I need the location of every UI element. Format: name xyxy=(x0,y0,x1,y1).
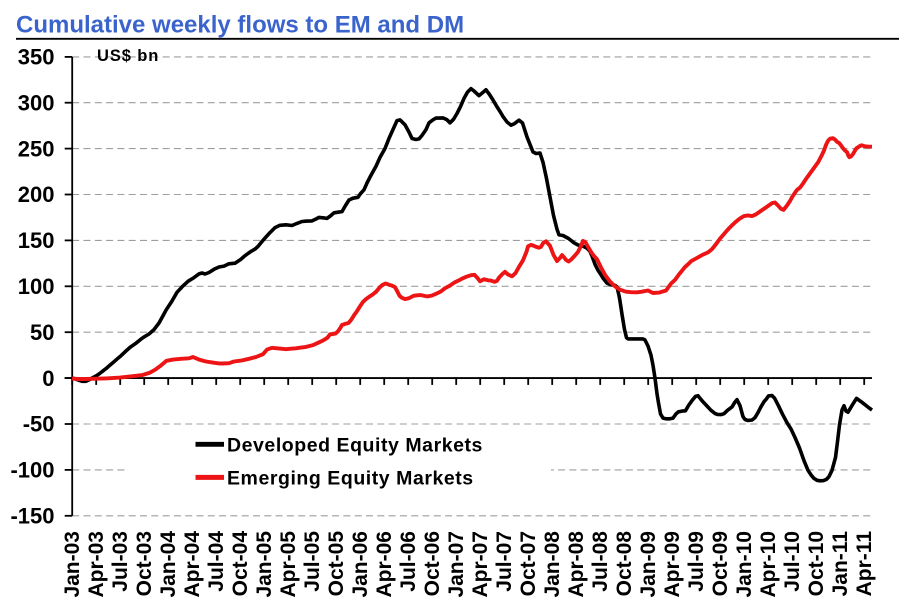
svg-text:Apr-04: Apr-04 xyxy=(181,531,204,598)
svg-text:Jul-03: Jul-03 xyxy=(109,531,132,592)
svg-text:250: 250 xyxy=(18,136,55,161)
svg-text:0: 0 xyxy=(42,366,54,391)
svg-text:Oct-05: Oct-05 xyxy=(325,531,348,597)
svg-text:350: 350 xyxy=(18,45,55,70)
svg-text:Jul-06: Jul-06 xyxy=(397,531,420,592)
svg-text:Cumulative weekly flows to EM: Cumulative weekly flows to EM and DM xyxy=(16,11,464,38)
svg-text:Jul-08: Jul-08 xyxy=(589,531,612,592)
svg-text:-100: -100 xyxy=(10,458,54,483)
svg-text:Apr-10: Apr-10 xyxy=(757,531,780,598)
svg-text:Jan-08: Jan-08 xyxy=(541,531,564,598)
svg-text:50: 50 xyxy=(30,320,54,345)
svg-text:Jan-03: Jan-03 xyxy=(61,531,84,598)
svg-text:-50: -50 xyxy=(23,412,55,437)
svg-text:Jan-06: Jan-06 xyxy=(349,531,372,598)
svg-text:Apr-09: Apr-09 xyxy=(661,531,684,598)
svg-text:Oct-10: Oct-10 xyxy=(805,531,828,596)
svg-text:Developed Equity Markets: Developed Equity Markets xyxy=(227,435,483,457)
svg-text:Apr-07: Apr-07 xyxy=(469,531,492,598)
svg-text:Oct-09: Oct-09 xyxy=(709,531,732,596)
svg-text:200: 200 xyxy=(18,182,55,207)
svg-text:Apr-06: Apr-06 xyxy=(373,531,396,598)
svg-text:Jul-05: Jul-05 xyxy=(301,531,324,592)
svg-text:100: 100 xyxy=(18,274,55,299)
svg-text:Jul-09: Jul-09 xyxy=(685,531,708,592)
svg-text:Jan-09: Jan-09 xyxy=(637,531,660,598)
svg-text:Oct-03: Oct-03 xyxy=(133,531,156,596)
svg-text:Apr-08: Apr-08 xyxy=(565,531,588,598)
svg-text:Emerging Equity Markets: Emerging Equity Markets xyxy=(227,468,474,490)
svg-text:Jul-10: Jul-10 xyxy=(781,531,804,592)
svg-text:Jul-04: Jul-04 xyxy=(205,531,228,592)
svg-text:US$ bn: US$ bn xyxy=(97,47,159,65)
svg-text:Jan-11: Jan-11 xyxy=(829,531,852,597)
svg-text:Oct-08: Oct-08 xyxy=(613,531,636,597)
svg-text:Oct-04: Oct-04 xyxy=(229,531,252,597)
svg-text:Jan-04: Jan-04 xyxy=(157,531,180,598)
svg-text:-150: -150 xyxy=(10,504,54,529)
svg-text:Apr-05: Apr-05 xyxy=(277,531,300,598)
svg-text:Apr-11: Apr-11 xyxy=(853,531,876,597)
svg-text:300: 300 xyxy=(18,90,55,115)
svg-text:Jan-07: Jan-07 xyxy=(445,531,468,598)
svg-text:Jan-10: Jan-10 xyxy=(733,531,756,598)
svg-text:Apr-03: Apr-03 xyxy=(85,531,108,598)
svg-text:150: 150 xyxy=(18,228,55,253)
svg-text:Jul-07: Jul-07 xyxy=(493,531,516,592)
svg-text:Oct-07: Oct-07 xyxy=(517,531,540,596)
svg-text:Jan-05: Jan-05 xyxy=(253,531,276,598)
svg-text:Oct-06: Oct-06 xyxy=(421,531,444,596)
